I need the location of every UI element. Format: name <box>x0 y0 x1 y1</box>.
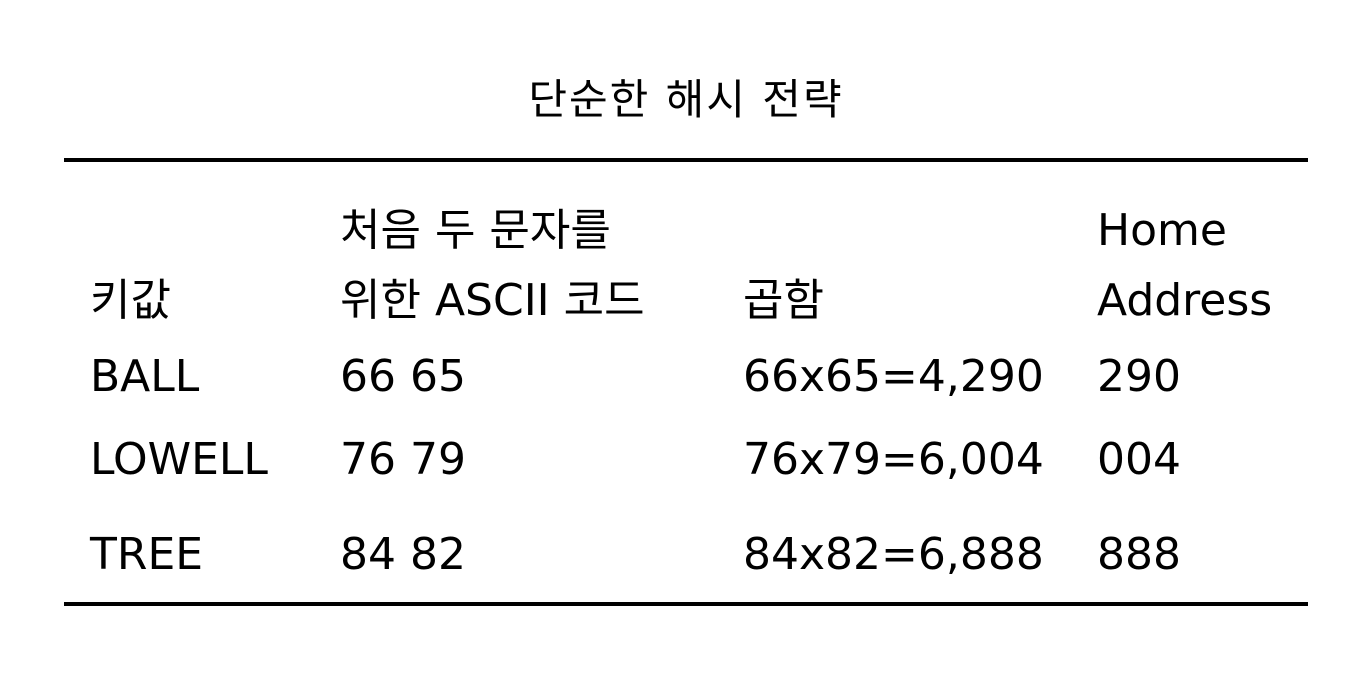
row-1-product: 66x65=4,290 <box>743 351 1044 402</box>
row-1-key: BALL <box>90 351 200 402</box>
header-ascii: 처음 두 문자를 위한 ASCII 코드 <box>340 196 645 336</box>
row-1-home: 290 <box>1097 351 1181 402</box>
header-home-address: Home Address <box>1097 196 1272 336</box>
row-3-ascii: 84 82 <box>340 529 466 580</box>
header-product: 곱함 <box>743 275 824 326</box>
row-3-product: 84x82=6,888 <box>743 529 1044 580</box>
header-key: 키값 <box>90 275 171 326</box>
row-1-ascii: 66 65 <box>340 351 466 402</box>
table-title: 단순한 해시 전략 <box>528 75 844 124</box>
header-home-line2: Address <box>1097 275 1273 326</box>
row-3-key: TREE <box>90 529 204 580</box>
row-2-home: 004 <box>1097 434 1181 485</box>
table-top-rule <box>64 158 1308 162</box>
header-home-line1: Home <box>1097 205 1227 256</box>
row-2-ascii: 76 79 <box>340 434 466 485</box>
row-3-home: 888 <box>1097 529 1181 580</box>
header-ascii-line1: 처음 두 문자를 <box>340 205 611 256</box>
header-ascii-line2: 위한 ASCII 코드 <box>340 275 645 326</box>
row-2-key: LOWELL <box>90 434 268 485</box>
table-bottom-rule <box>64 602 1308 606</box>
row-2-product: 76x79=6,004 <box>743 434 1044 485</box>
